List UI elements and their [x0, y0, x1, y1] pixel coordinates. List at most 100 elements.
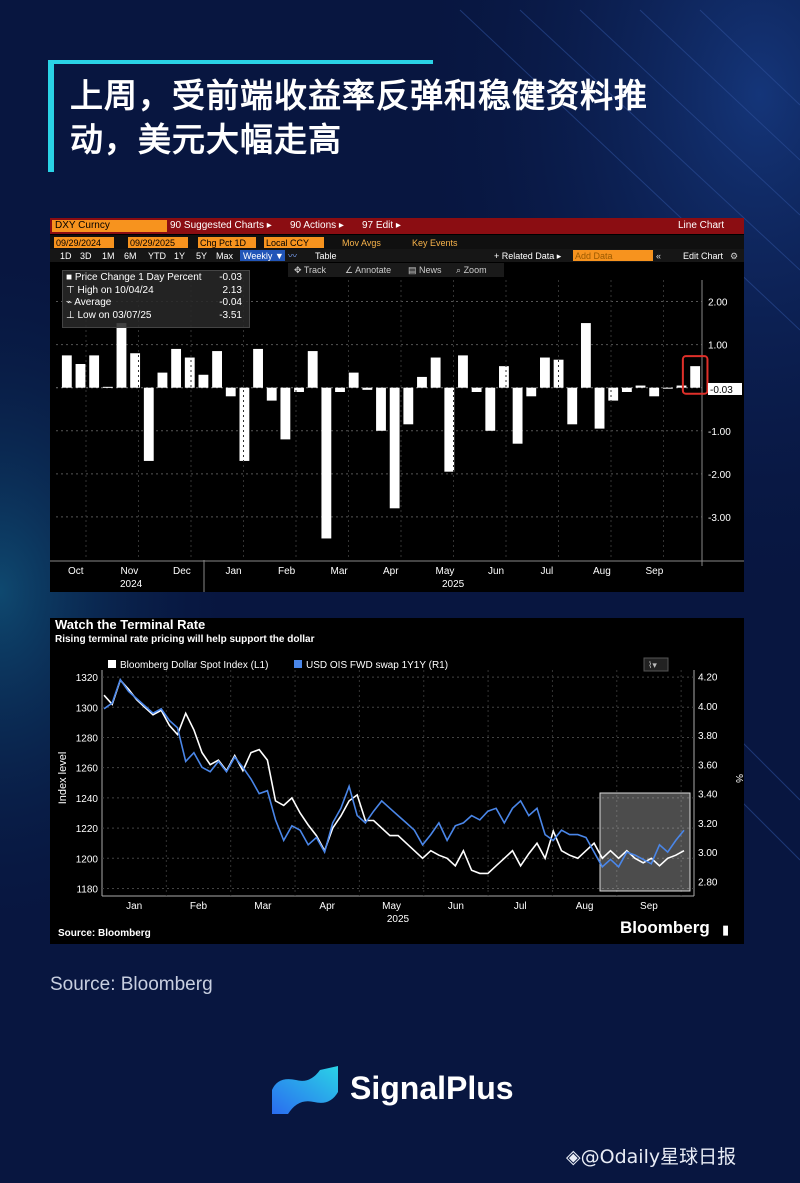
bar	[102, 386, 113, 388]
headline-accent-line	[48, 60, 433, 64]
x-tick-label: Jun	[488, 566, 504, 577]
bar	[389, 387, 400, 509]
bar	[130, 353, 141, 388]
bar	[280, 387, 291, 440]
bar	[417, 376, 427, 388]
legend-row: ■ Price Change 1 Day Percent -0.03	[66, 272, 244, 284]
chart2-source: Source: Bloomberg	[58, 928, 151, 939]
bar	[526, 387, 537, 397]
period-selector[interactable]: Weekly ▼	[240, 250, 285, 261]
ticker-field[interactable]: DXY Curncy	[52, 220, 167, 232]
watermark: ◈@Odaily星球日报	[566, 1142, 736, 1169]
bar	[608, 387, 619, 401]
bar	[116, 323, 127, 388]
edit-menu[interactable]: 97 Edit ▸	[362, 220, 401, 231]
annotate-label: Annotate	[355, 265, 392, 275]
y-right-tick-label: 3.40	[698, 790, 718, 801]
signalplus-logo-name: SignalPlus	[350, 1070, 514, 1106]
gear-icon[interactable]: ⚙	[730, 251, 739, 261]
series-line	[103, 677, 685, 869]
chart-options-glyph: ⌇▾	[648, 660, 657, 670]
bar	[690, 366, 701, 388]
range-button-max[interactable]: Max	[216, 251, 234, 261]
line-chart-icon[interactable]: 〰	[288, 251, 298, 261]
x-tick-label: Feb	[278, 566, 296, 577]
currency-selector[interactable]: Local CCY	[264, 237, 324, 248]
y-left-tick-label: 1320	[76, 673, 99, 684]
y-left-tick-label: 1180	[76, 884, 98, 895]
bar	[553, 359, 564, 388]
headline-line-2: 动，美元大幅走高	[70, 120, 342, 159]
legend-label: Low on 03/07/25	[77, 309, 152, 321]
x-tick-label: Dec	[173, 566, 191, 577]
current-value-label: -0.03	[710, 385, 733, 396]
y-right-axis-title: %	[733, 774, 744, 783]
bar	[499, 366, 509, 388]
range-button-1d[interactable]: 1D	[60, 251, 72, 261]
watermark-text: @Odaily星球日报	[580, 1146, 737, 1168]
range-button-ytd[interactable]: YTD	[148, 251, 166, 261]
date-to-field[interactable]: 09/29/2025	[128, 237, 188, 248]
range-button-6m[interactable]: 6M	[124, 251, 137, 261]
related-data-menu[interactable]: + Related Data ▸	[494, 251, 562, 261]
date-from-field[interactable]: 09/29/2024	[54, 237, 114, 248]
collapse-icon[interactable]: «	[656, 251, 662, 261]
x-tick-label: Aug	[593, 566, 611, 577]
bar	[403, 387, 414, 425]
y-left-tick-label: 1280	[76, 733, 99, 744]
legend-row: ⊤ High on 10/04/24 2.13	[66, 285, 244, 297]
legend-value: -0.04	[219, 297, 242, 308]
y-right-tick-label: 3.00	[698, 848, 718, 859]
legend-label: Bloomberg Dollar Spot Index (L1)	[120, 660, 268, 671]
x-tick-label: Sep	[646, 566, 664, 577]
bar	[171, 348, 182, 388]
field-selector[interactable]: Chg Pct 1D	[198, 237, 256, 248]
actions-menu[interactable]: 90 Actions ▸	[290, 220, 344, 231]
legend-box	[62, 270, 250, 328]
key-events-toggle[interactable]: Key Events	[412, 238, 458, 248]
bar	[458, 355, 468, 388]
highlight-region	[599, 792, 691, 892]
legend-value: -0.03	[219, 272, 242, 283]
chart-options-icon	[643, 657, 669, 672]
legend-label: Price Change 1 Day Percent	[74, 272, 202, 283]
range-button-1m[interactable]: 1M	[102, 251, 115, 261]
suggested-charts-menu[interactable]: 90 Suggested Charts ▸	[170, 220, 272, 231]
x-tick-label: Jul	[514, 901, 527, 912]
bar	[61, 355, 72, 388]
watermark-diamond-icon: ◈	[566, 1146, 581, 1168]
headline-text: 上周，受前端收益率反弹和稳健资料推 动，美元大幅走高	[70, 74, 750, 162]
x-tick-label: Nov	[121, 566, 139, 577]
table-button[interactable]: Table	[315, 251, 337, 261]
current-value-badge	[708, 382, 742, 395]
bloomberg-brand: Bloomberg	[620, 918, 710, 937]
track-tool[interactable]: ✥ Track	[294, 264, 326, 276]
mov-avgs-toggle[interactable]: Mov Avgs	[342, 238, 381, 248]
bar	[294, 387, 304, 392]
add-data-field[interactable]: Add Data	[573, 250, 653, 261]
x-tick-label: May	[436, 566, 455, 577]
zoom-tool[interactable]: ⌕ Zoom	[456, 264, 487, 276]
x-tick-label: Sep	[640, 901, 658, 912]
x-tick-label: May	[382, 901, 401, 912]
bar	[512, 387, 523, 444]
x-tick-label: Apr	[319, 901, 335, 912]
edit-chart-button[interactable]: Edit Chart	[683, 251, 724, 261]
series-line	[103, 678, 685, 875]
news-icon: ▤	[408, 265, 417, 275]
legend-value: 2.13	[222, 284, 242, 296]
high-marker-icon: ⊤	[66, 284, 78, 296]
x-tick-label: Feb	[190, 901, 208, 912]
news-tool[interactable]: ▤ News	[408, 264, 442, 276]
range-button-1y[interactable]: 1Y	[174, 251, 186, 261]
bar	[649, 387, 660, 397]
headline-card: 上周，受前端收益率反弹和稳健资料推 动，美元大幅走高	[48, 60, 748, 172]
range-button-3d[interactable]: 3D	[80, 251, 92, 261]
bar	[567, 387, 578, 425]
range-button-5y[interactable]: 5Y	[196, 251, 208, 261]
source-caption: Source: Bloomberg	[50, 974, 213, 995]
bar	[239, 387, 250, 461]
signalplus-logo-icon	[272, 1066, 338, 1114]
annotate-tool[interactable]: ∠ Annotate	[345, 264, 391, 276]
y-tick-label: 2.00	[708, 298, 728, 309]
